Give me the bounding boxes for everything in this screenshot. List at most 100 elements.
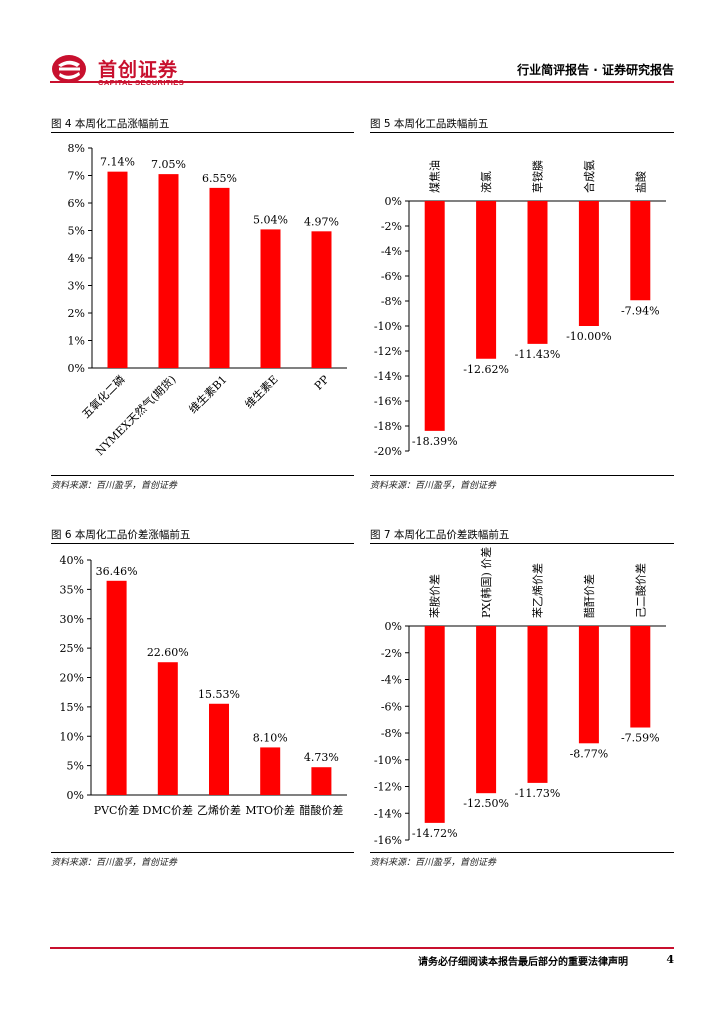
category-label: 煤焦油: [428, 160, 442, 193]
y-tick-label: 0%: [385, 195, 402, 208]
y-tick-label: 15%: [60, 701, 84, 714]
header-divider: [50, 81, 674, 83]
bar: [209, 187, 230, 368]
bar: [158, 174, 179, 368]
category-label: PVC价差: [94, 803, 140, 817]
data-label: -11.73%: [515, 787, 561, 800]
y-tick-label: -2%: [381, 220, 402, 233]
chart-fall-top5: 0% -2% -4% -6% -8% -10% -12% -14% -16% -18% -20% -1…: [374, 160, 666, 458]
bar: [209, 703, 229, 795]
data-label: 15.53%: [198, 688, 240, 701]
data-label: -7.94%: [621, 304, 660, 317]
y-tick-label: -16%: [374, 395, 402, 408]
y-tick-label: -4%: [381, 245, 402, 258]
bar: [157, 662, 178, 795]
bar: [578, 626, 599, 744]
data-label: -8.77%: [570, 747, 609, 760]
y-tick-label: 1%: [68, 335, 85, 348]
footer-disclaimer: 请务必仔细阅读本报告最后部分的重要法律声明: [418, 957, 628, 968]
chart-top-rule: [51, 132, 354, 133]
category-label: 合成氨: [582, 160, 596, 193]
bar: [476, 626, 497, 794]
data-label: -14.72%: [412, 827, 458, 840]
chart-title: 图 5 本周化工品跌幅前五: [370, 118, 489, 130]
page-number: 4: [666, 953, 674, 966]
chart-source: 资料来源：百川盈孚，首创证券: [51, 481, 178, 491]
data-label: 4.73%: [304, 751, 339, 764]
category-label: 己二酸价差: [633, 563, 647, 618]
category-label: 维生素E: [242, 372, 281, 411]
chart-source: 资料来源：百川盈孚，首创证券: [370, 481, 497, 491]
source-rule: [370, 852, 674, 853]
chart-top-rule: [370, 543, 674, 544]
chart-source: 资料来源：百川盈孚，首创证券: [370, 858, 497, 868]
data-label: -7.59%: [621, 732, 660, 745]
y-tick-label: -8%: [381, 727, 402, 740]
category-label: 五氧化二磷: [79, 372, 128, 421]
category-label: 维生素B1: [186, 372, 230, 416]
category-label: 乙烯价差: [197, 803, 241, 817]
y-tick-label: 7%: [68, 170, 85, 183]
y-tick-label: -12%: [374, 345, 402, 358]
y-tick-label: -10%: [374, 754, 402, 767]
y-tick-label: -2%: [381, 647, 402, 660]
chart-title: 图 7 本周化工品价差跌幅前五: [370, 529, 510, 541]
report-type: 行业简评报告 · 证券研究报告: [517, 63, 674, 77]
category-label: 醋酐价差: [582, 574, 596, 618]
category-label: DMC价差: [143, 803, 194, 817]
source-rule: [51, 852, 354, 853]
category-label: MTO价差: [245, 803, 295, 817]
data-label: -12.62%: [463, 363, 509, 376]
bar: [424, 201, 445, 431]
bar: [630, 201, 651, 301]
bar: [630, 626, 651, 728]
footer-divider: [50, 947, 674, 949]
y-tick-label: -14%: [374, 807, 402, 820]
chart-title: 图 6 本周化工品价差涨幅前五: [51, 529, 191, 541]
chart-spread-rise-top5: 0% 5% 10% 15% 20% 25% 30% 35% 40% 36.46% PVC价差 22.6…: [60, 554, 347, 817]
logo-emblem-icon: [52, 55, 86, 83]
logo-text-cn: 首创证券: [98, 59, 179, 81]
y-tick-label: -6%: [381, 700, 402, 713]
data-label: -18.39%: [412, 435, 458, 448]
y-tick-label: 3%: [68, 280, 85, 293]
chart-rise-top5: 0%1%2%3%4%5%6%7%8%7.14%五氧化二磷7.05%NYMEX天然…: [68, 142, 347, 458]
bar: [424, 626, 445, 823]
data-label: 22.60%: [147, 646, 189, 659]
bar: [260, 747, 281, 795]
y-tick-label: 2%: [68, 307, 85, 320]
category-label: 草铵膦: [531, 160, 545, 193]
bar: [260, 229, 281, 368]
data-label: -10.00%: [566, 330, 612, 343]
y-tick-label: -4%: [381, 674, 402, 687]
category-label: PP: [312, 373, 332, 393]
chart-title: 图 4 本周化工品涨幅前五: [51, 118, 170, 130]
chart-top-rule: [51, 543, 354, 544]
data-label: 5.04%: [253, 213, 288, 226]
y-tick-label: -6%: [381, 270, 402, 283]
data-label: 7.05%: [151, 158, 186, 171]
chart-spread-fall-top5: 0% -2% -4% -6% -8% -10% -12% -14% -16% -14.72% 苯胺价…: [374, 547, 666, 847]
y-tick-label: -14%: [374, 370, 402, 383]
logo: [50, 52, 200, 86]
y-tick-label: -20%: [374, 445, 402, 458]
y-tick-label: 8%: [68, 142, 85, 155]
y-tick-label: 20%: [60, 672, 84, 685]
y-tick-label: 4%: [68, 252, 85, 265]
y-tick-label: 0%: [385, 620, 402, 633]
category-label: 盐酸: [633, 171, 647, 193]
bar: [311, 231, 332, 368]
y-tick-label: 35%: [60, 583, 84, 596]
y-tick-label: -10%: [374, 320, 402, 333]
source-rule: [370, 475, 674, 476]
bar: [107, 171, 128, 368]
chart-top-rule: [370, 132, 674, 133]
y-tick-label: 40%: [60, 554, 84, 567]
data-label: -12.50%: [463, 797, 509, 810]
bar: [311, 767, 332, 795]
y-tick-label: 5%: [68, 225, 85, 238]
chart-source: 资料来源：百川盈孚，首创证券: [51, 858, 178, 868]
y-tick-label: 6%: [68, 197, 85, 210]
bar: [527, 201, 548, 344]
data-label: 8.10%: [253, 731, 288, 744]
